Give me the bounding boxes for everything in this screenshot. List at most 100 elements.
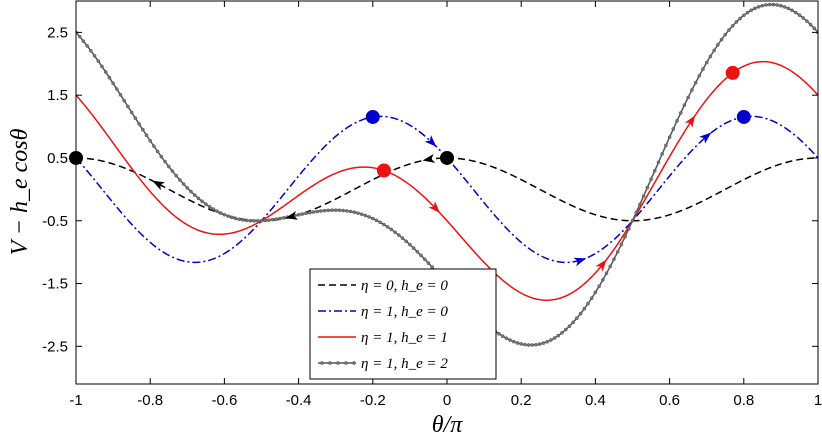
series-4-point — [255, 219, 260, 223]
series-4-point — [304, 211, 308, 216]
series-4-point — [426, 261, 431, 265]
series-4-point — [753, 6, 757, 11]
x-axis-label: θ/π — [432, 412, 463, 438]
series-4-point — [760, 3, 765, 8]
series-4-point — [734, 20, 739, 24]
series-4-point — [716, 43, 720, 47]
series-3-arrow-1 — [428, 201, 440, 214]
series-2-marker-1 — [365, 109, 380, 124]
series-4-point — [115, 87, 119, 91]
legend-label-4: η = 1, h_e = 2 — [361, 356, 448, 372]
series-4-point — [345, 209, 349, 213]
series-4-point — [81, 39, 86, 43]
series-4-point — [270, 217, 275, 222]
series-4-point — [259, 218, 264, 223]
series-1-arrow-1 — [422, 154, 436, 163]
series-4-point — [356, 211, 360, 215]
series-4-point — [96, 59, 101, 63]
series-4-point — [352, 210, 357, 215]
series-4-point — [181, 182, 186, 186]
series-4-point — [382, 222, 386, 227]
series-4-point — [697, 73, 702, 78]
legend-label-2: η = 1, h_e = 0 — [361, 304, 448, 320]
series-4-point — [808, 22, 813, 27]
series-4-point — [526, 343, 531, 347]
series-4-point — [189, 189, 193, 194]
series-3-arrow-3 — [684, 115, 696, 128]
series-4-point — [801, 16, 805, 20]
legend-swatch-4-point — [344, 361, 348, 365]
series-4-point — [111, 81, 115, 86]
series-4-point — [385, 225, 390, 229]
series-4-point — [738, 16, 742, 21]
series-4-point — [593, 290, 598, 295]
series-4-point — [85, 44, 89, 48]
series-3-marker-1 — [376, 163, 391, 178]
legend-label-3: η = 1, h_e = 1 — [361, 330, 448, 346]
series-4-point — [782, 5, 787, 9]
series-4-point — [170, 169, 175, 173]
series-4-point — [89, 48, 93, 53]
series-4-point — [812, 26, 817, 31]
series-4-point — [118, 93, 123, 97]
series-4-point — [586, 301, 590, 306]
series-4-point — [582, 306, 587, 311]
series-4-point — [623, 234, 627, 239]
series-4-point — [107, 75, 112, 80]
series-4-point — [252, 219, 256, 223]
series-2-arrow-3 — [699, 132, 712, 144]
series-4-point — [530, 343, 535, 347]
x-tick-label: 0.4 — [585, 392, 606, 409]
series-4-point — [155, 149, 160, 154]
series-4-point — [129, 110, 134, 115]
series-4-point — [103, 70, 108, 74]
series-4-point — [523, 342, 527, 347]
series-4-point — [664, 143, 668, 148]
series-4-point — [122, 98, 127, 103]
series-4-point — [133, 116, 138, 120]
legend-swatch-4-point — [328, 361, 332, 365]
series-4-point — [805, 19, 809, 23]
series-4-point — [233, 216, 238, 221]
series-4-point — [575, 316, 579, 320]
x-tick-label: 0 — [443, 392, 451, 409]
series-4-point — [100, 64, 104, 69]
series-4-point — [140, 127, 145, 132]
series-4-point — [597, 284, 601, 289]
series-4-point — [333, 208, 338, 212]
series-4-point — [719, 37, 724, 42]
series-4-point — [215, 209, 219, 213]
series-4-point — [263, 218, 268, 223]
series-4-point — [519, 342, 524, 346]
series-4-point — [675, 119, 679, 123]
series-3-arrow-2 — [595, 259, 607, 272]
series-4-point — [148, 138, 152, 143]
series-4-point — [230, 215, 234, 220]
series-1-marker-2 — [440, 150, 454, 165]
series-4-point — [645, 185, 650, 190]
series-4-point — [656, 160, 661, 165]
series-4-point — [630, 218, 635, 223]
y-tick-label: -1.5 — [42, 276, 68, 293]
series-3-marker-2 — [725, 65, 740, 80]
series-4-point — [281, 216, 286, 220]
series-1-arrow-2 — [285, 211, 299, 220]
series-4-point — [267, 218, 271, 222]
series-4-point — [693, 80, 698, 85]
x-tick-label: 1 — [814, 392, 822, 409]
x-tick-label: 0.2 — [511, 392, 532, 409]
series-4-point — [690, 88, 694, 92]
y-tick-label: -0.5 — [42, 213, 68, 230]
series-4-point — [682, 103, 687, 107]
series-4-point — [341, 208, 345, 213]
series-4-point — [222, 212, 227, 217]
series-4-point — [567, 324, 572, 328]
series-4-point — [537, 342, 542, 346]
series-4-point — [296, 213, 301, 217]
series-4-point — [790, 8, 794, 13]
series-4-point — [408, 242, 412, 247]
series-4-point — [77, 34, 82, 39]
series-4-point — [311, 210, 316, 214]
series-4-point — [749, 8, 754, 13]
